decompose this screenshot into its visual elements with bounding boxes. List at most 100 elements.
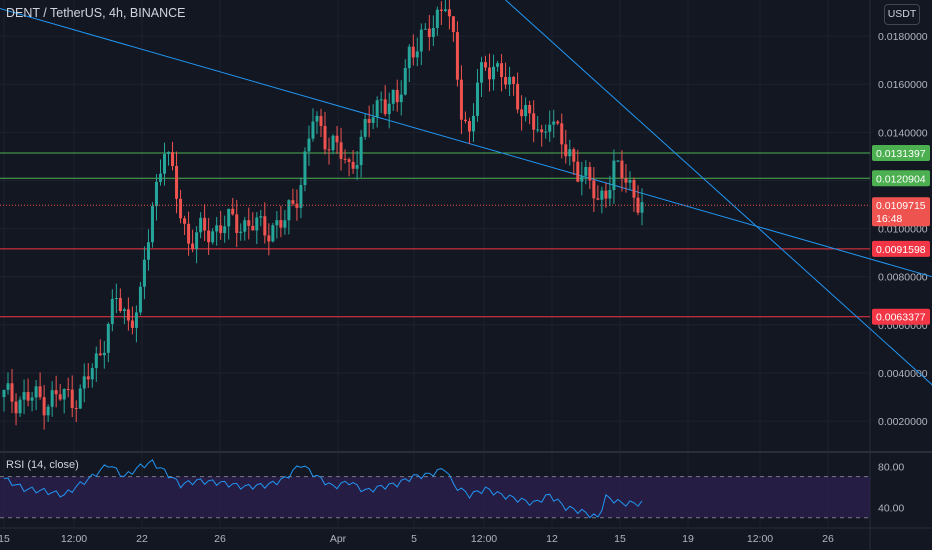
candle-body[interactable]: [134, 312, 138, 328]
candle-body[interactable]: [520, 109, 524, 117]
candle-body[interactable]: [459, 79, 463, 120]
candle-body[interactable]: [163, 153, 167, 174]
candle-body[interactable]: [355, 165, 359, 169]
candle-body[interactable]: [251, 225, 255, 231]
candle-body[interactable]: [512, 76, 516, 84]
trendline[interactable]: [0, 0, 932, 385]
candle-body[interactable]: [30, 397, 34, 401]
candle-body[interactable]: [488, 67, 492, 80]
currency-unit-button[interactable]: USDT: [884, 4, 920, 25]
candle-body[interactable]: [6, 383, 10, 390]
candle-body[interactable]: [98, 353, 102, 356]
candle-body[interactable]: [516, 83, 520, 110]
candle-body[interactable]: [347, 159, 351, 162]
candle-body[interactable]: [303, 151, 307, 186]
candle-body[interactable]: [243, 220, 247, 232]
candle-body[interactable]: [219, 225, 223, 234]
candle-body[interactable]: [500, 63, 504, 78]
candle-body[interactable]: [604, 190, 608, 199]
candle-body[interactable]: [287, 200, 291, 221]
candle-body[interactable]: [295, 203, 299, 208]
candle-body[interactable]: [427, 28, 431, 38]
candle-body[interactable]: [126, 309, 130, 321]
candle-body[interactable]: [383, 99, 387, 115]
candle-body[interactable]: [175, 166, 179, 199]
candle-body[interactable]: [363, 118, 367, 137]
candle-body[interactable]: [50, 390, 54, 407]
candle-body[interactable]: [267, 235, 271, 242]
candle-body[interactable]: [231, 208, 235, 215]
candle-body[interactable]: [371, 117, 375, 123]
candle-body[interactable]: [556, 121, 560, 124]
candle-body[interactable]: [475, 82, 479, 116]
candle-body[interactable]: [102, 352, 106, 356]
candle-body[interactable]: [548, 124, 552, 132]
candle-body[interactable]: [331, 135, 335, 151]
candle-body[interactable]: [415, 51, 419, 58]
candle-body[interactable]: [636, 197, 640, 213]
candle-body[interactable]: [259, 216, 263, 218]
candle-body[interactable]: [66, 389, 70, 391]
candle-body[interactable]: [403, 68, 407, 95]
candle-body[interactable]: [38, 386, 42, 398]
candle-body[interactable]: [171, 152, 175, 167]
candle-body[interactable]: [399, 94, 403, 103]
price-level-badge[interactable]: [872, 145, 930, 162]
candle-body[interactable]: [375, 100, 379, 118]
candle-body[interactable]: [211, 231, 215, 243]
candle-body[interactable]: [592, 180, 596, 199]
candle-body[interactable]: [54, 390, 58, 395]
candle-body[interactable]: [279, 220, 283, 228]
candle-body[interactable]: [283, 220, 287, 228]
candle-body[interactable]: [584, 167, 588, 176]
candle-body[interactable]: [471, 115, 475, 132]
candle-body[interactable]: [319, 115, 323, 127]
candle-body[interactable]: [359, 136, 363, 166]
candle-body[interactable]: [187, 223, 191, 244]
candle-body[interactable]: [90, 368, 94, 380]
candle-body[interactable]: [339, 142, 343, 159]
candle-body[interactable]: [540, 129, 544, 133]
candle-body[interactable]: [42, 397, 46, 416]
trendline[interactable]: [505, 0, 932, 445]
candle-body[interactable]: [275, 220, 279, 226]
candle-body[interactable]: [78, 388, 82, 409]
price-level-badge[interactable]: [872, 308, 930, 325]
rsi-title[interactable]: RSI (14, close): [6, 459, 79, 471]
candle-body[interactable]: [463, 119, 467, 122]
symbol-title[interactable]: DENT / TetherUS, 4h, BINANCE: [6, 6, 186, 20]
candle-body[interactable]: [612, 160, 616, 191]
candle-body[interactable]: [22, 392, 26, 400]
candle-body[interactable]: [106, 323, 110, 353]
candle-body[interactable]: [46, 406, 50, 416]
candle-body[interactable]: [544, 131, 548, 133]
candle-body[interactable]: [14, 401, 18, 414]
candle-body[interactable]: [18, 399, 22, 414]
candle-body[interactable]: [564, 144, 568, 157]
candle-body[interactable]: [536, 129, 540, 131]
candle-body[interactable]: [150, 206, 154, 243]
candle-body[interactable]: [70, 389, 74, 408]
candle-body[interactable]: [576, 161, 580, 182]
candle-body[interactable]: [467, 121, 471, 132]
candle-body[interactable]: [572, 149, 576, 162]
candle-body[interactable]: [387, 103, 391, 115]
candle-body[interactable]: [58, 394, 62, 400]
candle-body[interactable]: [379, 99, 383, 101]
candle-body[interactable]: [640, 202, 644, 213]
candle-body[interactable]: [504, 77, 508, 85]
candle-body[interactable]: [560, 123, 564, 145]
candle-body[interactable]: [596, 198, 600, 200]
candle-body[interactable]: [183, 218, 187, 224]
candle-body[interactable]: [395, 89, 399, 103]
candle-body[interactable]: [419, 29, 423, 52]
candle-body[interactable]: [199, 217, 203, 233]
candle-body[interactable]: [447, 9, 451, 17]
candle-body[interactable]: [110, 298, 114, 324]
candle-body[interactable]: [492, 66, 496, 80]
candle-body[interactable]: [26, 392, 30, 401]
current-price-badge[interactable]: [872, 197, 930, 227]
candle-body[interactable]: [122, 309, 126, 312]
candle-body[interactable]: [311, 121, 315, 139]
candle-body[interactable]: [130, 320, 134, 328]
